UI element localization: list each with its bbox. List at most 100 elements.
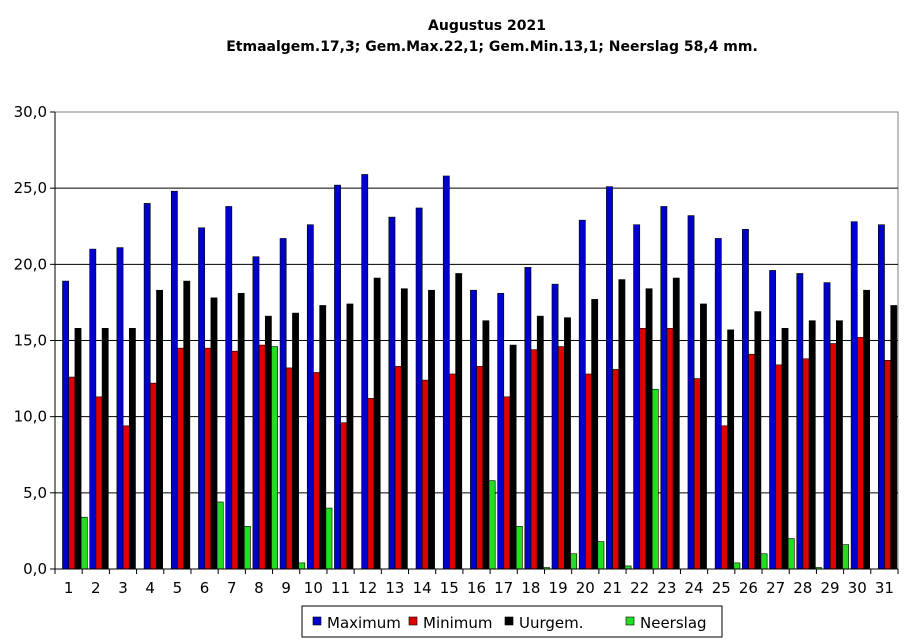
chart-subtitle: Etmaalgem.17,3; Gem.Max.22,1; Gem.Min.13… [226, 39, 758, 55]
bar-neerslag-26 [760, 553, 768, 570]
y-tick-label: 25,0 [14, 179, 47, 197]
x-tick-label: 8 [254, 579, 264, 597]
bar-minimum-13 [394, 366, 402, 570]
y-tick-label: 10,0 [14, 408, 47, 426]
bar-minimum-8 [258, 344, 266, 570]
x-tick-label: 10 [304, 579, 323, 597]
bar-neerslag-10 [325, 507, 333, 570]
bar-maximum-1 [62, 280, 69, 570]
chart-title: Augustus 2021 [428, 18, 546, 34]
x-tick-label: 27 [766, 579, 785, 597]
bar-minimum-31 [884, 359, 892, 570]
bar-minimum-20 [585, 373, 592, 570]
bar-uurgem-16 [482, 320, 490, 570]
bar-uurgem-26 [754, 311, 762, 570]
bar-maximum-24 [687, 215, 695, 570]
legend-swatch [504, 616, 514, 626]
bar-maximum-30 [850, 221, 858, 570]
x-tick-label: 5 [173, 579, 183, 597]
legend-swatch [312, 616, 322, 626]
bar-minimum-2 [95, 396, 103, 570]
bar-uurgem-3 [128, 328, 136, 570]
bar-uurgem-11 [346, 303, 354, 570]
bar-maximum-11 [334, 184, 341, 570]
x-tick-label: 23 [657, 579, 676, 597]
bar-uurgem-31 [890, 305, 898, 570]
bar-maximum-16 [470, 289, 477, 570]
bar-uurgem-9 [292, 312, 299, 570]
bar-neerslag-25 [733, 562, 741, 570]
bar-maximum-6 [198, 227, 205, 570]
bar-maximum-19 [551, 283, 559, 570]
bar-uurgem-13 [400, 288, 408, 570]
bar-minimum-15 [449, 373, 456, 570]
bar-neerslag-29 [842, 544, 850, 570]
bar-maximum-28 [796, 273, 804, 570]
y-tick-label: 5,0 [23, 484, 47, 502]
x-tick-label: 30 [848, 579, 867, 597]
bar-minimum-23 [666, 328, 674, 570]
x-tick-label: 25 [712, 579, 731, 597]
bar-uurgem-29 [836, 320, 843, 570]
bar-uurgem-22 [645, 288, 653, 570]
bar-minimum-11 [340, 422, 348, 570]
bar-minimum-25 [721, 425, 728, 570]
bar-minimum-1 [68, 376, 76, 570]
legend-label: Minimum [423, 614, 493, 632]
x-tick-label: 24 [685, 579, 704, 597]
bar-minimum-17 [503, 396, 511, 570]
bar-neerslag-9 [298, 562, 306, 570]
bar-uurgem-2 [101, 328, 109, 570]
bar-uurgem-1 [74, 328, 82, 570]
y-tick-label: 0,0 [23, 560, 47, 578]
bar-neerslag-27 [787, 538, 795, 570]
bar-maximum-9 [279, 238, 287, 570]
bar-minimum-27 [775, 364, 783, 570]
bar-maximum-15 [442, 175, 450, 570]
bar-neerslag-7 [243, 526, 251, 570]
bar-minimum-4 [149, 382, 157, 570]
bar-minimum-21 [612, 369, 620, 570]
x-tick-label: 3 [118, 579, 128, 597]
bar-minimum-22 [639, 328, 647, 570]
x-tick-label: 22 [630, 579, 649, 597]
bar-uurgem-23 [672, 277, 680, 570]
bar-maximum-25 [714, 238, 722, 570]
bar-uurgem-6 [210, 297, 218, 570]
bar-maximum-5 [170, 190, 178, 570]
bar-minimum-9 [285, 367, 293, 570]
x-tick-label: 11 [331, 579, 350, 597]
bar-minimum-3 [122, 425, 130, 570]
bar-uurgem-18 [536, 315, 544, 570]
bar-maximum-17 [497, 292, 505, 570]
x-tick-label: 4 [145, 579, 155, 597]
bar-uurgem-27 [781, 328, 789, 570]
bar-minimum-16 [476, 366, 484, 570]
bar-minimum-10 [313, 372, 320, 570]
bar-uurgem-20 [591, 299, 599, 570]
bar-uurgem-17 [509, 344, 517, 570]
bar-maximum-13 [388, 216, 396, 570]
legend-label: Uurgem. [519, 614, 584, 632]
bar-maximum-31 [878, 224, 885, 570]
bar-uurgem-12 [373, 277, 381, 570]
bar-minimum-24 [693, 378, 701, 570]
bar-minimum-30 [857, 337, 864, 570]
legend-label: Maximum [327, 614, 401, 632]
x-tick-label: 7 [227, 579, 237, 597]
bar-maximum-3 [116, 247, 124, 570]
bar-neerslag-1 [80, 516, 88, 570]
x-tick-label: 12 [358, 579, 377, 597]
bar-uurgem-24 [700, 303, 707, 570]
bar-uurgem-4 [156, 289, 163, 570]
bar-uurgem-7 [237, 292, 245, 570]
y-tick-label: 15,0 [14, 332, 47, 350]
bar-maximum-2 [89, 248, 97, 570]
bar-minimum-18 [530, 349, 538, 570]
x-tick-label: 31 [875, 579, 894, 597]
x-tick-label: 2 [91, 579, 101, 597]
bar-maximum-12 [361, 174, 369, 570]
bar-neerslag-20 [597, 541, 605, 570]
x-tick-label: 29 [820, 579, 839, 597]
